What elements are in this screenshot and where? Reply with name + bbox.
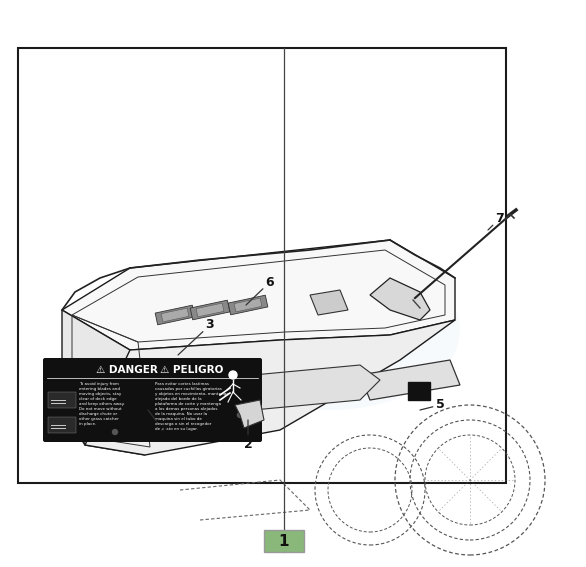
Text: ⚠ PELIGRO: ⚠ PELIGRO [159,365,223,375]
Text: 5: 5 [420,399,444,412]
Polygon shape [161,308,189,322]
Ellipse shape [200,250,460,410]
Polygon shape [235,400,264,428]
Polygon shape [310,290,348,315]
Polygon shape [228,295,268,315]
Bar [264,530,304,552]
Polygon shape [234,298,262,312]
Bar [48,417,76,433]
FancyBboxPatch shape [43,358,262,442]
Circle shape [113,429,118,434]
Text: 6: 6 [246,276,274,305]
Polygon shape [85,320,455,455]
Text: To avoid injury from
entering blades and
moving objects, stay
clear of deck edge: To avoid injury from entering blades and… [79,382,125,426]
Circle shape [237,413,243,417]
Text: Para evitar cortes lastimas
causados por cuchillas giratorias
y objetos en movim: Para evitar cortes lastimas causados por… [155,382,229,431]
Polygon shape [370,278,430,320]
Text: 7: 7 [488,211,505,230]
Text: 2: 2 [244,420,253,451]
Text: ⚠ DANGER: ⚠ DANGER [96,365,158,375]
Polygon shape [360,360,460,400]
Polygon shape [62,240,455,350]
Polygon shape [155,305,195,325]
Polygon shape [196,303,224,317]
Bar [18,48,506,483]
Polygon shape [180,365,380,415]
Circle shape [229,371,237,379]
Polygon shape [190,300,230,320]
Bar [408,382,430,400]
Bar [48,392,76,408]
Text: 1: 1 [279,534,289,548]
Text: 3: 3 [178,319,214,355]
Text: 4: 4 [148,410,168,437]
Polygon shape [62,310,145,455]
